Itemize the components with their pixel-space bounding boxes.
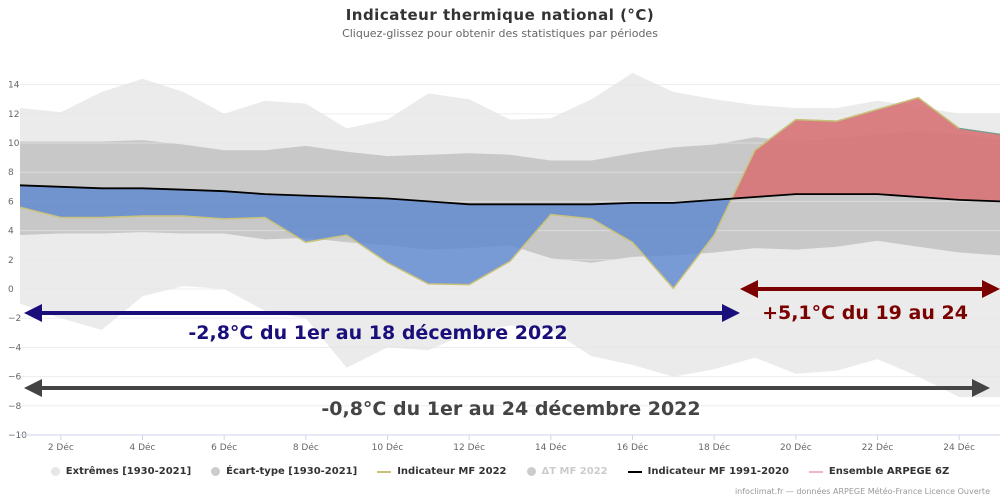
total-arrow-left-head xyxy=(24,379,42,397)
y-tick-label: 6 xyxy=(8,197,14,207)
legend-symbol xyxy=(808,470,823,473)
credits-text[interactable]: infoclimat.fr — données ARPEGE Météo-Fra… xyxy=(734,487,990,496)
y-tick-label: 0 xyxy=(8,285,14,295)
x-tick-label: 8 Déc xyxy=(293,442,319,453)
legend-item-normal[interactable]: Indicateur MF 1991-2020 xyxy=(627,466,789,477)
legend-item-indicator-2022[interactable]: Indicateur MF 2022 xyxy=(377,466,507,477)
x-tick-label: 10 Déc xyxy=(372,442,404,453)
total-arrow-right-head xyxy=(972,379,990,397)
warm-arrow-left-head xyxy=(740,280,758,298)
legend-label: Indicateur MF 2022 xyxy=(397,466,507,477)
warm-arrow-right-head xyxy=(982,280,1000,298)
x-tick-label: 2 Déc xyxy=(48,442,74,453)
warm-anomaly-area xyxy=(731,97,1000,202)
y-tick-label: 14 xyxy=(8,81,20,91)
chart-title: Indicateur thermique national (°C) xyxy=(345,6,655,24)
y-tick-label: 8 xyxy=(8,168,14,178)
x-axis: 2 Déc 4 Déc 6 Déc 8 Déc 10 Déc 12 Déc 14 Déc 16… xyxy=(20,434,1000,453)
legend-symbol xyxy=(211,467,221,476)
legend-item-arpege[interactable]: Ensemble ARPEGE 6Z xyxy=(808,466,950,477)
legend-label: Indicateur MF 1991-2020 xyxy=(647,466,789,477)
annotation-layer: -2,8°C du 1er au 18 décembre 2022 +5,1°C… xyxy=(24,280,1000,420)
legend-item-delta-t[interactable]: ΔT MF 2022 xyxy=(526,466,608,477)
anomaly-fill-layer xyxy=(20,97,1000,289)
y-tick-label: −4 xyxy=(8,343,22,353)
warm-period-label: +5,1°C du 19 au 24 xyxy=(762,302,968,324)
x-tick-label: 6 Déc xyxy=(211,442,237,453)
temperature-chart[interactable]: −10 −8 −6 −4 −2 0 2 4 6 8 10 12 14 2 Déc 4 Déc 6 Déc 8 … xyxy=(0,0,1000,460)
normal-1991-2020-line[interactable] xyxy=(19,184,1000,206)
y-tick-label: −10 xyxy=(8,431,27,441)
cold-arrow-right-head xyxy=(722,304,740,322)
y-tick-label: 4 xyxy=(8,227,14,237)
legend-label: Extrêmes [1930-2021] xyxy=(65,466,192,477)
y-tick-label: 12 xyxy=(8,110,19,120)
legend-label: Écart-type [1930-2021] xyxy=(226,466,358,477)
y-tick-label: −8 xyxy=(8,402,22,412)
x-tick-label: 4 Déc xyxy=(129,442,155,453)
legend-symbol xyxy=(627,470,642,473)
series-line-layer xyxy=(19,96,1000,290)
x-tick-label: 14 Déc xyxy=(535,442,567,453)
y-tick-label: −2 xyxy=(8,314,21,324)
cold-anomaly-area xyxy=(20,185,732,289)
y-tick-label: 2 xyxy=(8,256,14,266)
y-axis: −10 −8 −6 −4 −2 0 2 4 6 8 10 12 14 xyxy=(8,81,27,441)
y-tick-label: 10 xyxy=(8,139,20,149)
x-tick-label: 20 Déc xyxy=(780,442,812,453)
x-tick-label: 18 Déc xyxy=(698,442,730,453)
chart-subtitle: Cliquez-glissez pour obtenir des statist… xyxy=(342,27,658,40)
cold-period-label: -2,8°C du 1er au 18 décembre 2022 xyxy=(188,322,567,344)
legend-symbol xyxy=(50,467,60,476)
total-period-label: -0,8°C du 1er au 24 décembre 2022 xyxy=(321,398,700,420)
x-tick-label: 24 Déc xyxy=(943,442,975,453)
x-tick-label: 22 Déc xyxy=(862,442,894,453)
legend-symbol xyxy=(526,467,536,476)
y-tick-label: −6 xyxy=(8,373,22,383)
chart-legend: Extrêmes [1930-2021] Écart-type [1930-20… xyxy=(0,466,1000,477)
indicator-2022-line[interactable] xyxy=(19,96,960,290)
legend-label: ΔT MF 2022 xyxy=(541,466,608,477)
legend-label: Ensemble ARPEGE 6Z xyxy=(828,466,950,477)
x-tick-label: 12 Déc xyxy=(453,442,485,453)
legend-item-stddev[interactable]: Écart-type [1930-2021] xyxy=(211,466,357,477)
cold-arrow-left-head xyxy=(24,304,42,322)
legend-item-extremes[interactable]: Extrêmes [1930-2021] xyxy=(50,466,192,477)
x-tick-label: 16 Déc xyxy=(617,442,649,453)
legend-symbol xyxy=(377,470,392,473)
